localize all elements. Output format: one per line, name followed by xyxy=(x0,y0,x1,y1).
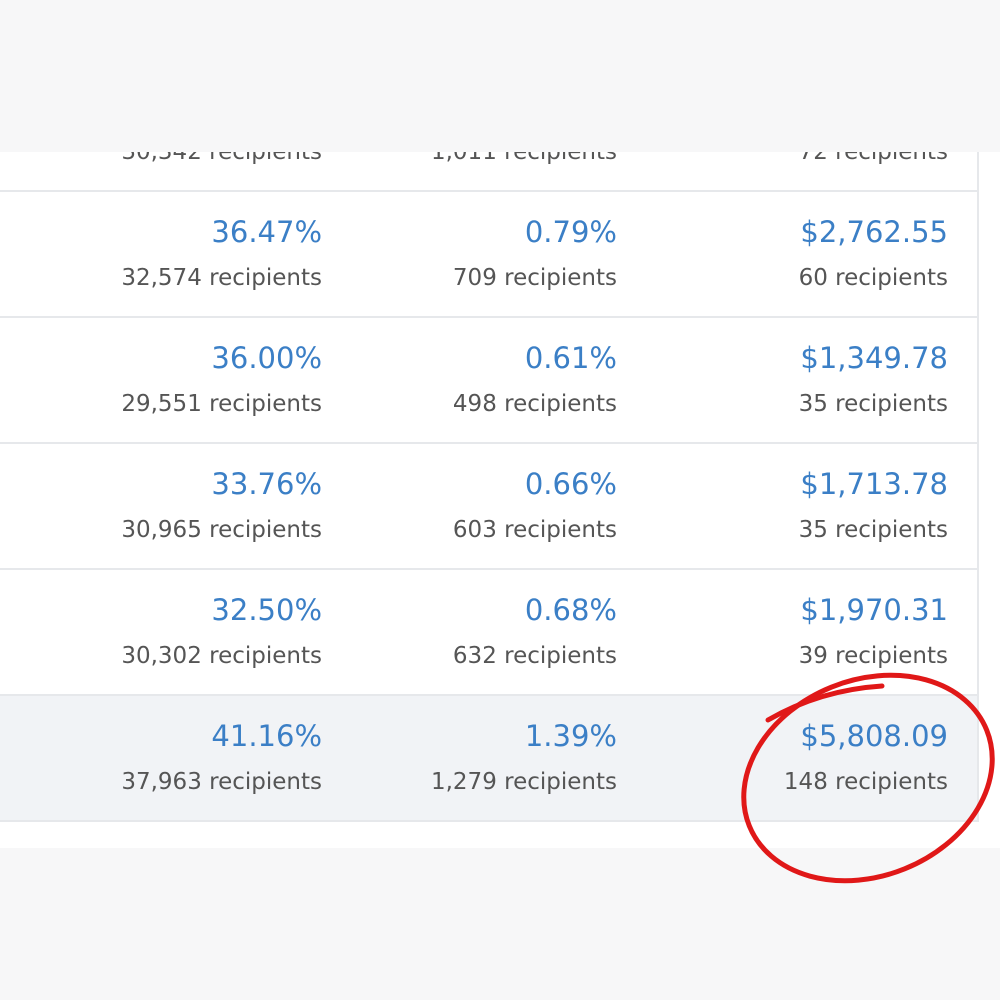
recipient-count: 148 recipients xyxy=(783,769,948,795)
metric-value: 32.50% xyxy=(211,593,322,627)
recipient-count: 37,963 recipients xyxy=(121,769,322,795)
recipient-count: 35 recipients xyxy=(798,517,948,543)
recipient-count: 29,551 recipients xyxy=(121,391,322,417)
metric-value: 41.16% xyxy=(211,719,322,753)
table-row: 33.76% 30,965 recipients 0.66% 603 recipien… xyxy=(0,444,978,570)
recipient-count: 498 recipients xyxy=(452,391,617,417)
table-row: 36.47% 32,574 recipients 0.79% 709 recipien… xyxy=(0,192,978,318)
table-row: 41.16% 37,963 recipients 1.39% 1,279 recipi… xyxy=(0,696,978,822)
table-border xyxy=(977,152,979,822)
recipient-count: 709 recipients xyxy=(452,265,617,291)
table-cell: 32.50% 30,302 recipients xyxy=(0,570,322,696)
metric-value: $5,808.09 xyxy=(800,719,948,753)
metric-value: 36.47% xyxy=(211,215,322,249)
recipient-count: 30,302 recipients xyxy=(121,643,322,669)
table-row: 32.50% 30,302 recipients 0.68% 632 recipien… xyxy=(0,570,978,696)
recipient-count: 30,965 recipients xyxy=(121,517,322,543)
recipient-count: 32,574 recipients xyxy=(121,265,322,291)
table-cell: $1,713.78 35 recipients xyxy=(0,444,948,570)
table-row: 36.00% 29,551 recipients 0.61% 498 recipien… xyxy=(0,318,978,444)
red-circle xyxy=(741,672,995,884)
table-cell: $1,970.31 39 recipients xyxy=(0,570,948,696)
header-band xyxy=(0,0,1000,152)
metric-value: $1,349.78 xyxy=(800,341,948,375)
metric-value: 0.79% xyxy=(524,215,617,249)
metric-value: 33.76% xyxy=(211,467,322,501)
metric-value: 0.66% xyxy=(524,467,617,501)
metric-value: 36.00% xyxy=(211,341,322,375)
recipient-count: 632 recipients xyxy=(452,643,617,669)
recipient-count: 39 recipients xyxy=(798,643,948,669)
table-cell: 1.39% 1,279 recipients xyxy=(0,696,617,822)
metric-value: $1,970.31 xyxy=(800,593,948,627)
metric-value: 0.61% xyxy=(524,341,617,375)
metric-value: $2,762.55 xyxy=(800,215,948,249)
table-cell: 0.79% 709 recipients xyxy=(0,192,617,318)
metric-value: 0.68% xyxy=(524,593,617,627)
recipient-count: 603 recipients xyxy=(452,517,617,543)
table-cell: 0.66% 603 recipients xyxy=(0,444,617,570)
table-cell: $5,808.09 148 recipients xyxy=(0,696,948,822)
recipient-count: 1,279 recipients xyxy=(430,769,617,795)
table-cell: 0.61% 498 recipients xyxy=(0,318,617,444)
table-cell: 36.00% 29,551 recipients xyxy=(0,318,322,444)
table-cell: 41.16% 37,963 recipients xyxy=(0,696,322,822)
metric-value: 1.39% xyxy=(524,719,617,753)
table-cell: 36.47% 32,574 recipients xyxy=(0,192,322,318)
table-cell: $1,349.78 35 recipients xyxy=(0,318,948,444)
table-cell: 0.68% 632 recipients xyxy=(0,570,617,696)
metric-value: $1,713.78 xyxy=(800,467,948,501)
red-stroke xyxy=(765,683,885,723)
table-cell: 33.76% 30,965 recipients xyxy=(0,444,322,570)
recipient-count: 60 recipients xyxy=(798,265,948,291)
recipient-count: 35 recipients xyxy=(798,391,948,417)
table-cell: $2,762.55 60 recipients xyxy=(0,192,948,318)
